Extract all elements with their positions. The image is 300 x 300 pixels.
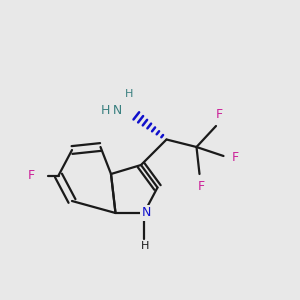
Text: F: F xyxy=(232,151,239,164)
Text: F: F xyxy=(215,108,223,121)
Text: H: H xyxy=(140,241,149,251)
Text: F: F xyxy=(28,169,35,182)
Text: F: F xyxy=(197,180,205,193)
Text: N: N xyxy=(142,206,151,220)
Text: H: H xyxy=(125,89,133,100)
Text: H N: H N xyxy=(101,104,122,118)
